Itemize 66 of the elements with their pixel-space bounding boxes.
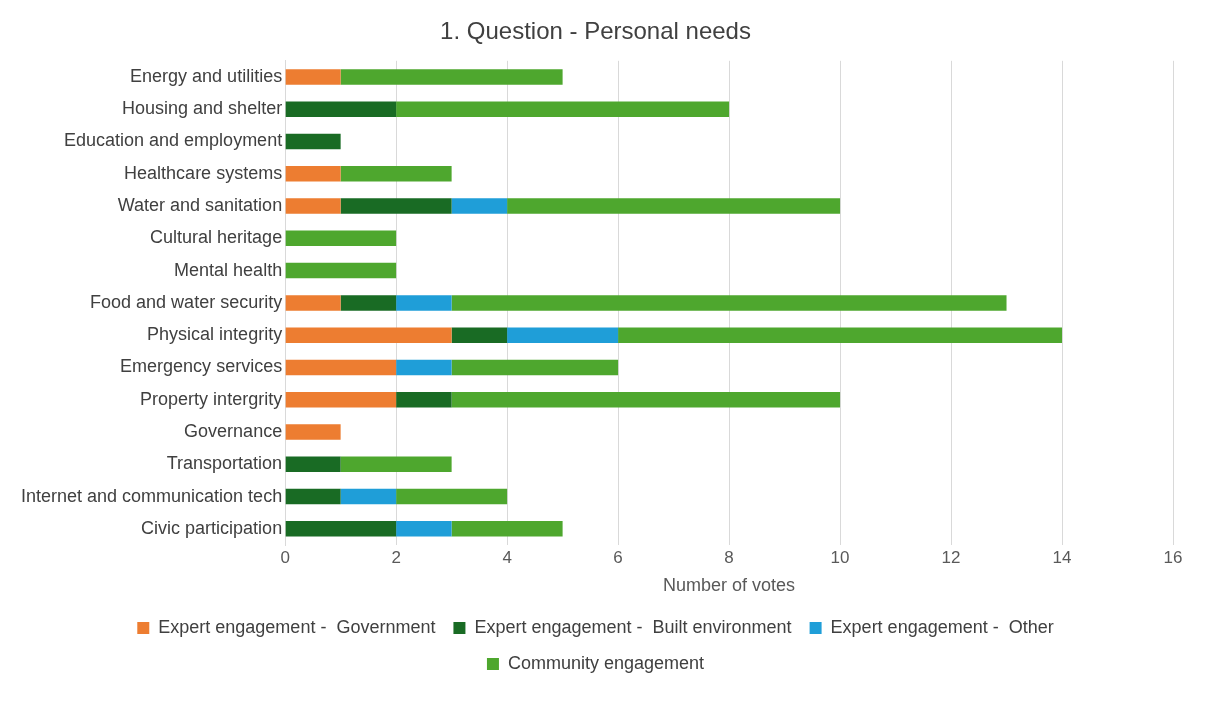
bar bbox=[451, 391, 841, 408]
bar bbox=[285, 230, 397, 247]
legend-label: Expert engagement - Other bbox=[830, 616, 1054, 637]
y-tick-label: Civic participation bbox=[141, 517, 283, 538]
y-tick-label: Food and water security bbox=[90, 291, 283, 312]
x-tick-label: 16 bbox=[1163, 547, 1183, 567]
y-tick-label: Internet and communication tech bbox=[20, 485, 283, 506]
y-tick-label: Emergency services bbox=[120, 356, 283, 377]
y-tick-label: Housing and shelter bbox=[122, 98, 283, 119]
x-tick-label: 12 bbox=[941, 547, 961, 567]
y-tick-label: Property intergrity bbox=[140, 388, 283, 409]
bar bbox=[285, 262, 397, 279]
bar bbox=[285, 295, 341, 311]
y-tick-label: Healthcare systems bbox=[124, 162, 283, 183]
bar bbox=[285, 359, 397, 376]
bar bbox=[285, 101, 397, 117]
bar bbox=[285, 456, 341, 473]
bar bbox=[340, 198, 452, 214]
chart-title: 1. Question - Personal needs bbox=[440, 17, 751, 45]
bar bbox=[451, 198, 508, 214]
bar bbox=[340, 166, 452, 182]
bar bbox=[285, 133, 341, 150]
bar bbox=[285, 424, 341, 440]
legend-label: Expert engagement - Built environment bbox=[474, 616, 792, 637]
y-tick-label: Transportation bbox=[166, 453, 283, 474]
bar bbox=[340, 69, 563, 85]
bar bbox=[507, 198, 841, 214]
y-tick-label: Physical integrity bbox=[147, 324, 283, 345]
legend-label: Community engagement bbox=[507, 652, 705, 673]
bar bbox=[396, 488, 508, 505]
bar bbox=[285, 198, 341, 214]
legend-label: Expert engagement - Government bbox=[158, 616, 436, 637]
bar bbox=[618, 327, 1063, 343]
bar bbox=[340, 295, 397, 311]
bar bbox=[340, 456, 452, 473]
y-tick-label: Energy and utilities bbox=[130, 65, 283, 86]
x-axis-title: Number of votes bbox=[663, 575, 796, 596]
bar bbox=[340, 488, 397, 505]
x-tick-label: 10 bbox=[830, 547, 850, 567]
bar bbox=[285, 69, 341, 85]
bar bbox=[396, 295, 452, 311]
bar bbox=[285, 488, 341, 505]
bar bbox=[396, 521, 452, 537]
x-tick-label: 6 bbox=[613, 547, 623, 567]
bar bbox=[396, 391, 452, 408]
bar bbox=[451, 327, 508, 343]
y-tick-label: Governance bbox=[184, 420, 283, 441]
bar bbox=[396, 359, 452, 376]
bar bbox=[285, 391, 397, 408]
y-tick-label: Cultural heritage bbox=[150, 227, 283, 248]
bar bbox=[396, 101, 730, 117]
y-tick-label: Mental health bbox=[174, 259, 283, 280]
x-tick-label: 2 bbox=[391, 547, 401, 567]
x-tick-label: 14 bbox=[1052, 547, 1072, 567]
x-tick-label: 0 bbox=[280, 547, 290, 567]
bar bbox=[285, 166, 341, 182]
x-tick-label: 8 bbox=[724, 547, 734, 567]
bar bbox=[451, 521, 563, 537]
x-tick-label: 4 bbox=[502, 547, 512, 567]
y-tick-label: Water and sanitation bbox=[117, 195, 283, 216]
y-tick-label: Education and employment bbox=[64, 130, 283, 151]
bar bbox=[507, 327, 619, 343]
bar bbox=[451, 359, 619, 376]
bar bbox=[285, 521, 397, 537]
bar bbox=[451, 295, 1007, 311]
bar bbox=[285, 327, 452, 343]
